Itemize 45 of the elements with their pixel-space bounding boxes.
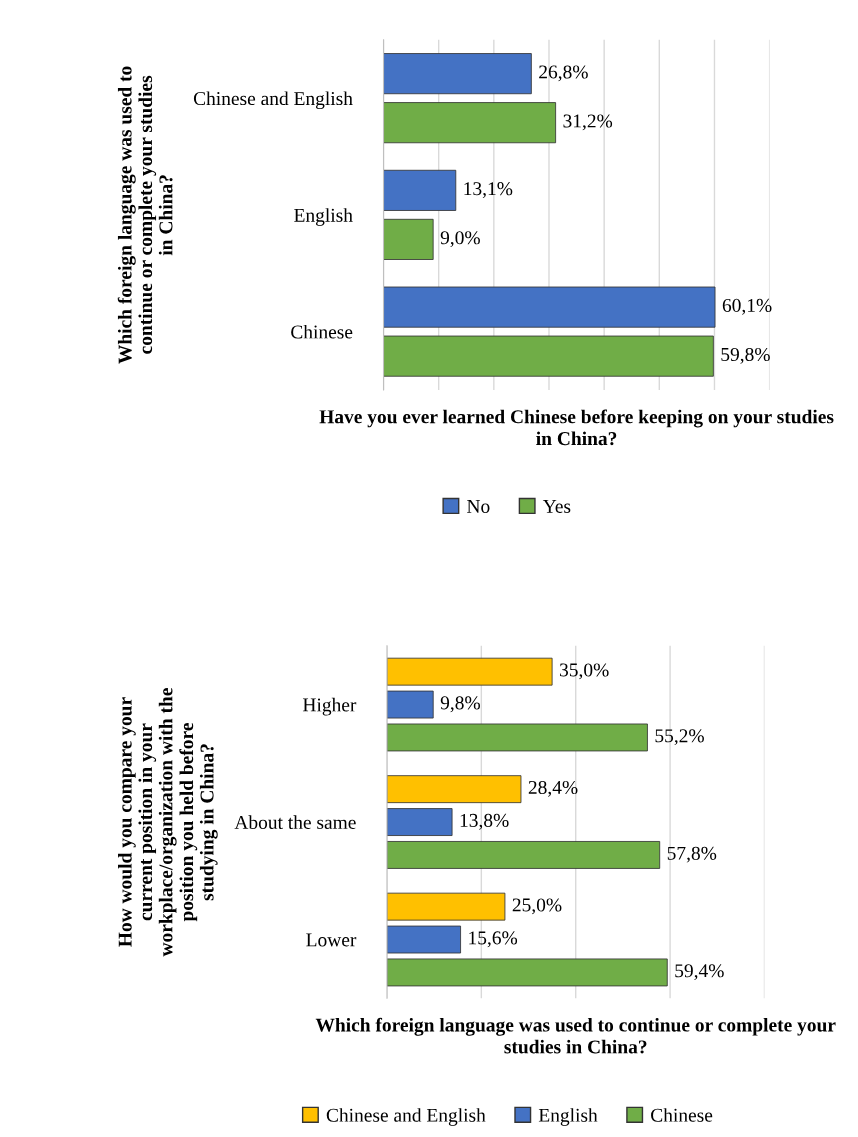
bar (386, 657, 553, 686)
bar (383, 286, 716, 328)
y-tick-label: Higher (302, 697, 357, 716)
y-tick-label: English (294, 208, 353, 226)
legend-label: English (538, 1108, 598, 1126)
x-axis-title: Have you ever learned Chinese before keeping on your studies in China? (319, 409, 834, 446)
bar (386, 690, 434, 719)
data-label: 26,8% (539, 65, 588, 82)
data-label: 35,0% (560, 663, 609, 680)
data-label: 60,1% (722, 298, 772, 315)
y-tick-label: Lower (306, 933, 357, 947)
y-axis-title: Which foreign language was used to continue or complete your studies in China? (117, 66, 173, 364)
data-label: 9,0% (440, 231, 480, 248)
bar (383, 169, 457, 211)
data-label: 57,8% (667, 846, 717, 863)
y-axis-title: How would you compare your current position in your workplace/organization with the position you held before studying in China? (118, 688, 218, 957)
y-tick-label: Chinese (291, 324, 353, 339)
bar (386, 892, 506, 921)
data-label: 59,8% (721, 347, 770, 364)
y-tick-label: About the same (234, 815, 356, 829)
legend-label: No (467, 500, 490, 513)
legend-label: Chinese and English (326, 1108, 486, 1126)
legend-label: Yes (542, 500, 571, 513)
bar (386, 775, 522, 804)
bar (386, 925, 461, 954)
data-label: 13,1% (464, 182, 513, 199)
bar (383, 53, 532, 95)
bar (386, 958, 668, 987)
data-label: 9,8% (440, 696, 480, 713)
bar (383, 102, 557, 144)
bar (386, 808, 453, 836)
bar (383, 218, 434, 260)
legend-label: Chinese (651, 1108, 713, 1122)
x-axis-title: Which foreign language was used to continue or complete your studies in China? (315, 1017, 836, 1054)
data-label: 31,2% (563, 114, 613, 131)
data-label: 15,6% (469, 931, 518, 948)
bar (386, 841, 661, 869)
data-label: 13,8% (460, 813, 509, 830)
bar (386, 723, 648, 752)
data-label: 25,0% (512, 898, 562, 915)
data-label: 55,2% (655, 729, 704, 746)
y-tick-label: Chinese and English (193, 91, 353, 110)
bar (383, 335, 714, 377)
data-label: 28,4% (528, 780, 578, 797)
data-label: 59,4% (675, 964, 724, 981)
